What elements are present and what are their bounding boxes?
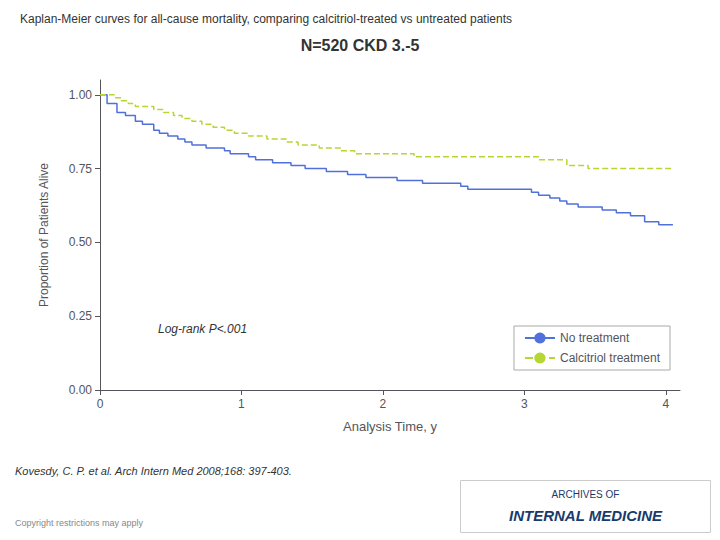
svg-text:1.00: 1.00 bbox=[69, 88, 93, 102]
svg-text:Calcitriol treatment: Calcitriol treatment bbox=[560, 351, 661, 365]
svg-text:INTERNAL MEDICINE: INTERNAL MEDICINE bbox=[509, 507, 663, 524]
svg-text:Kovesdy, C. P. et al. Arch Int: Kovesdy, C. P. et al. Arch Intern Med 20… bbox=[15, 465, 292, 477]
svg-text:Copyright restrictions may app: Copyright restrictions may apply bbox=[15, 518, 144, 528]
svg-text:N=520 CKD 3.-5: N=520 CKD 3.-5 bbox=[301, 37, 420, 54]
svg-text:0.25: 0.25 bbox=[69, 309, 93, 323]
svg-text:Analysis Time, y: Analysis Time, y bbox=[343, 419, 437, 434]
svg-text:0: 0 bbox=[97, 397, 104, 411]
svg-text:4: 4 bbox=[663, 397, 670, 411]
svg-text:2: 2 bbox=[380, 397, 387, 411]
svg-text:0.75: 0.75 bbox=[69, 162, 93, 176]
svg-text:3: 3 bbox=[521, 397, 528, 411]
svg-text:No treatment: No treatment bbox=[560, 331, 630, 345]
svg-text:Kaplan-Meier curves for all-ca: Kaplan-Meier curves for all-cause mortal… bbox=[20, 12, 512, 26]
svg-text:1: 1 bbox=[238, 397, 245, 411]
svg-text:0.50: 0.50 bbox=[69, 235, 93, 249]
svg-text:0.00: 0.00 bbox=[69, 383, 93, 397]
svg-text:ARCHIVES OF: ARCHIVES OF bbox=[552, 489, 620, 500]
svg-text:Log-rank P<.001: Log-rank P<.001 bbox=[158, 322, 247, 336]
svg-text:Proportion of Patients Alive: Proportion of Patients Alive bbox=[37, 163, 51, 307]
